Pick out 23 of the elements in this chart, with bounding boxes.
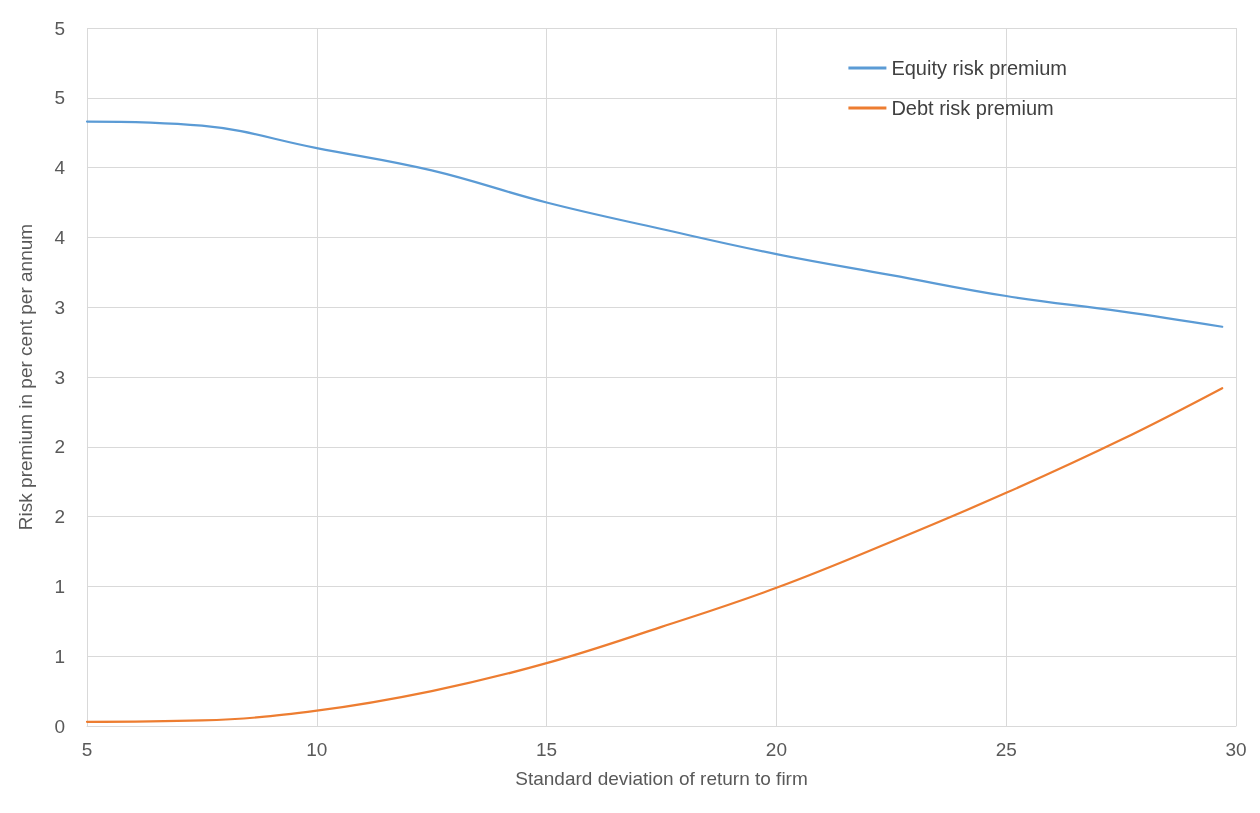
legend-label: Debt risk premium [891, 97, 1054, 119]
y-tick-label: 5 [54, 17, 65, 39]
y-tick-label: 5 [54, 87, 65, 109]
legend-label: Equity risk premium [891, 57, 1068, 79]
y-tick-label: 1 [54, 645, 65, 667]
x-tick-label: 10 [306, 739, 328, 760]
y-tick-label: 3 [54, 296, 65, 318]
x-tick-label: 15 [536, 739, 558, 760]
y-tick-label: 2 [54, 506, 65, 528]
y-tick-label: 3 [54, 366, 65, 388]
y-tick-label: 1 [54, 575, 65, 597]
x-tick-label: 20 [765, 739, 787, 760]
y-tick-label: 2 [54, 436, 65, 458]
line-series [85, 387, 1224, 723]
y-tick-label: 4 [54, 157, 66, 179]
x-axis-title: Standard deviation of return to firm [515, 768, 808, 789]
y-axis-title: Risk premium in per cent per annum [15, 223, 36, 531]
y-tick-label: 4 [54, 226, 66, 248]
x-tick-label: 25 [995, 739, 1017, 760]
x-tick-label: 30 [1225, 739, 1247, 760]
line-series [85, 120, 1224, 328]
x-tick-label: 5 [81, 739, 93, 760]
y-tick-label: 0 [54, 715, 65, 737]
